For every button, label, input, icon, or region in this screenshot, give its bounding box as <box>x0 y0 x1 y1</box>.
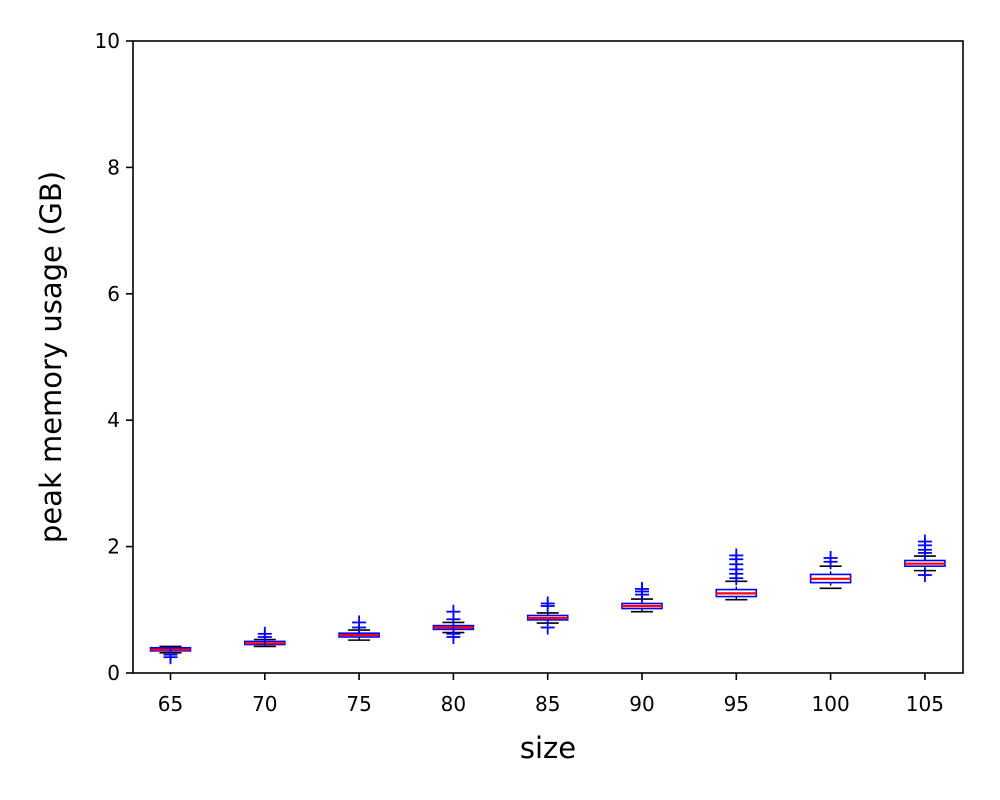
outlier-point <box>917 568 932 583</box>
box-group-90 <box>621 581 663 613</box>
outlier-point <box>446 604 461 619</box>
box-group-95 <box>715 548 758 601</box>
y-tick-label: 8 <box>107 155 120 179</box>
box-group-100 <box>809 550 852 590</box>
x-tick-label: 70 <box>252 692 277 716</box>
outlier-point <box>635 581 649 596</box>
outlier-point <box>540 620 555 635</box>
x-tick-label: 95 <box>724 692 749 716</box>
box-group-70 <box>244 626 286 648</box>
x-axis: 65 70 75 80 85 90 95 100 105 <box>158 673 944 716</box>
plot-area <box>149 534 946 665</box>
x-axis-label: size <box>520 731 576 765</box>
outlier-point <box>446 626 461 641</box>
x-tick-label: 85 <box>535 692 560 716</box>
y-tick-label: 0 <box>107 661 120 685</box>
x-tick-label: 65 <box>158 692 183 716</box>
box-group-75 <box>338 615 380 641</box>
box-group-65 <box>149 645 192 665</box>
y-tick-label: 10 <box>95 29 120 53</box>
y-axis: 0 2 4 6 8 10 <box>95 29 133 685</box>
outlier-point <box>257 626 272 641</box>
x-tick-label: 90 <box>629 692 654 716</box>
y-tick-label: 6 <box>107 282 120 306</box>
x-tick-label: 80 <box>441 692 466 716</box>
outlier-point <box>540 596 555 611</box>
y-axis-label: peak memory usage (GB) <box>34 171 68 543</box>
y-tick-label: 4 <box>107 408 120 432</box>
box-group-105 <box>904 534 946 583</box>
x-tick-label: 100 <box>812 692 850 716</box>
y-tick-label: 2 <box>107 535 120 559</box>
box-group-80 <box>432 604 475 644</box>
outlier-point <box>917 534 932 549</box>
outlier-point <box>163 647 178 662</box>
outlier-point <box>823 550 838 565</box>
x-tick-label: 75 <box>346 692 371 716</box>
x-tick-label: 105 <box>906 692 944 716</box>
outlier-point <box>729 548 744 563</box>
box-group-85 <box>526 596 569 635</box>
outlier-point <box>352 615 367 630</box>
